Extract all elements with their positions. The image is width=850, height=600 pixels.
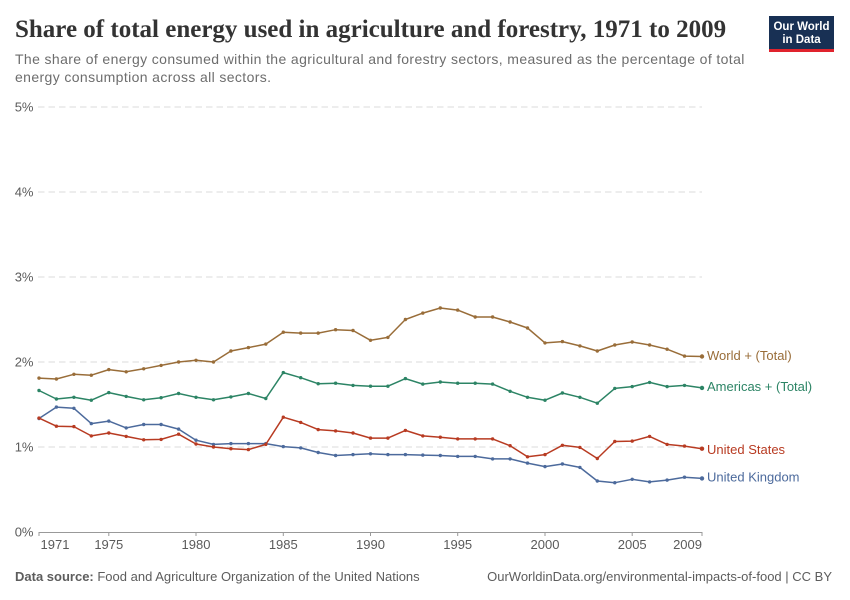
- svg-text:World + (Total): World + (Total): [707, 348, 792, 363]
- svg-text:1971: 1971: [41, 537, 70, 552]
- svg-text:5%: 5%: [15, 100, 34, 115]
- svg-text:United Kingdom: United Kingdom: [707, 470, 800, 485]
- svg-text:1985: 1985: [269, 537, 298, 552]
- svg-text:2000: 2000: [531, 537, 560, 552]
- svg-text:United States: United States: [707, 442, 786, 457]
- svg-text:1995: 1995: [443, 537, 472, 552]
- svg-text:1%: 1%: [15, 440, 34, 455]
- svg-text:1975: 1975: [94, 537, 123, 552]
- svg-text:2%: 2%: [15, 355, 34, 370]
- svg-text:0%: 0%: [15, 525, 34, 540]
- svg-text:2009: 2009: [673, 537, 702, 552]
- svg-text:1980: 1980: [182, 537, 211, 552]
- svg-text:Americas + (Total): Americas + (Total): [707, 379, 812, 394]
- svg-text:1990: 1990: [356, 537, 385, 552]
- svg-text:2005: 2005: [618, 537, 647, 552]
- svg-text:4%: 4%: [15, 185, 34, 200]
- svg-text:3%: 3%: [15, 270, 34, 285]
